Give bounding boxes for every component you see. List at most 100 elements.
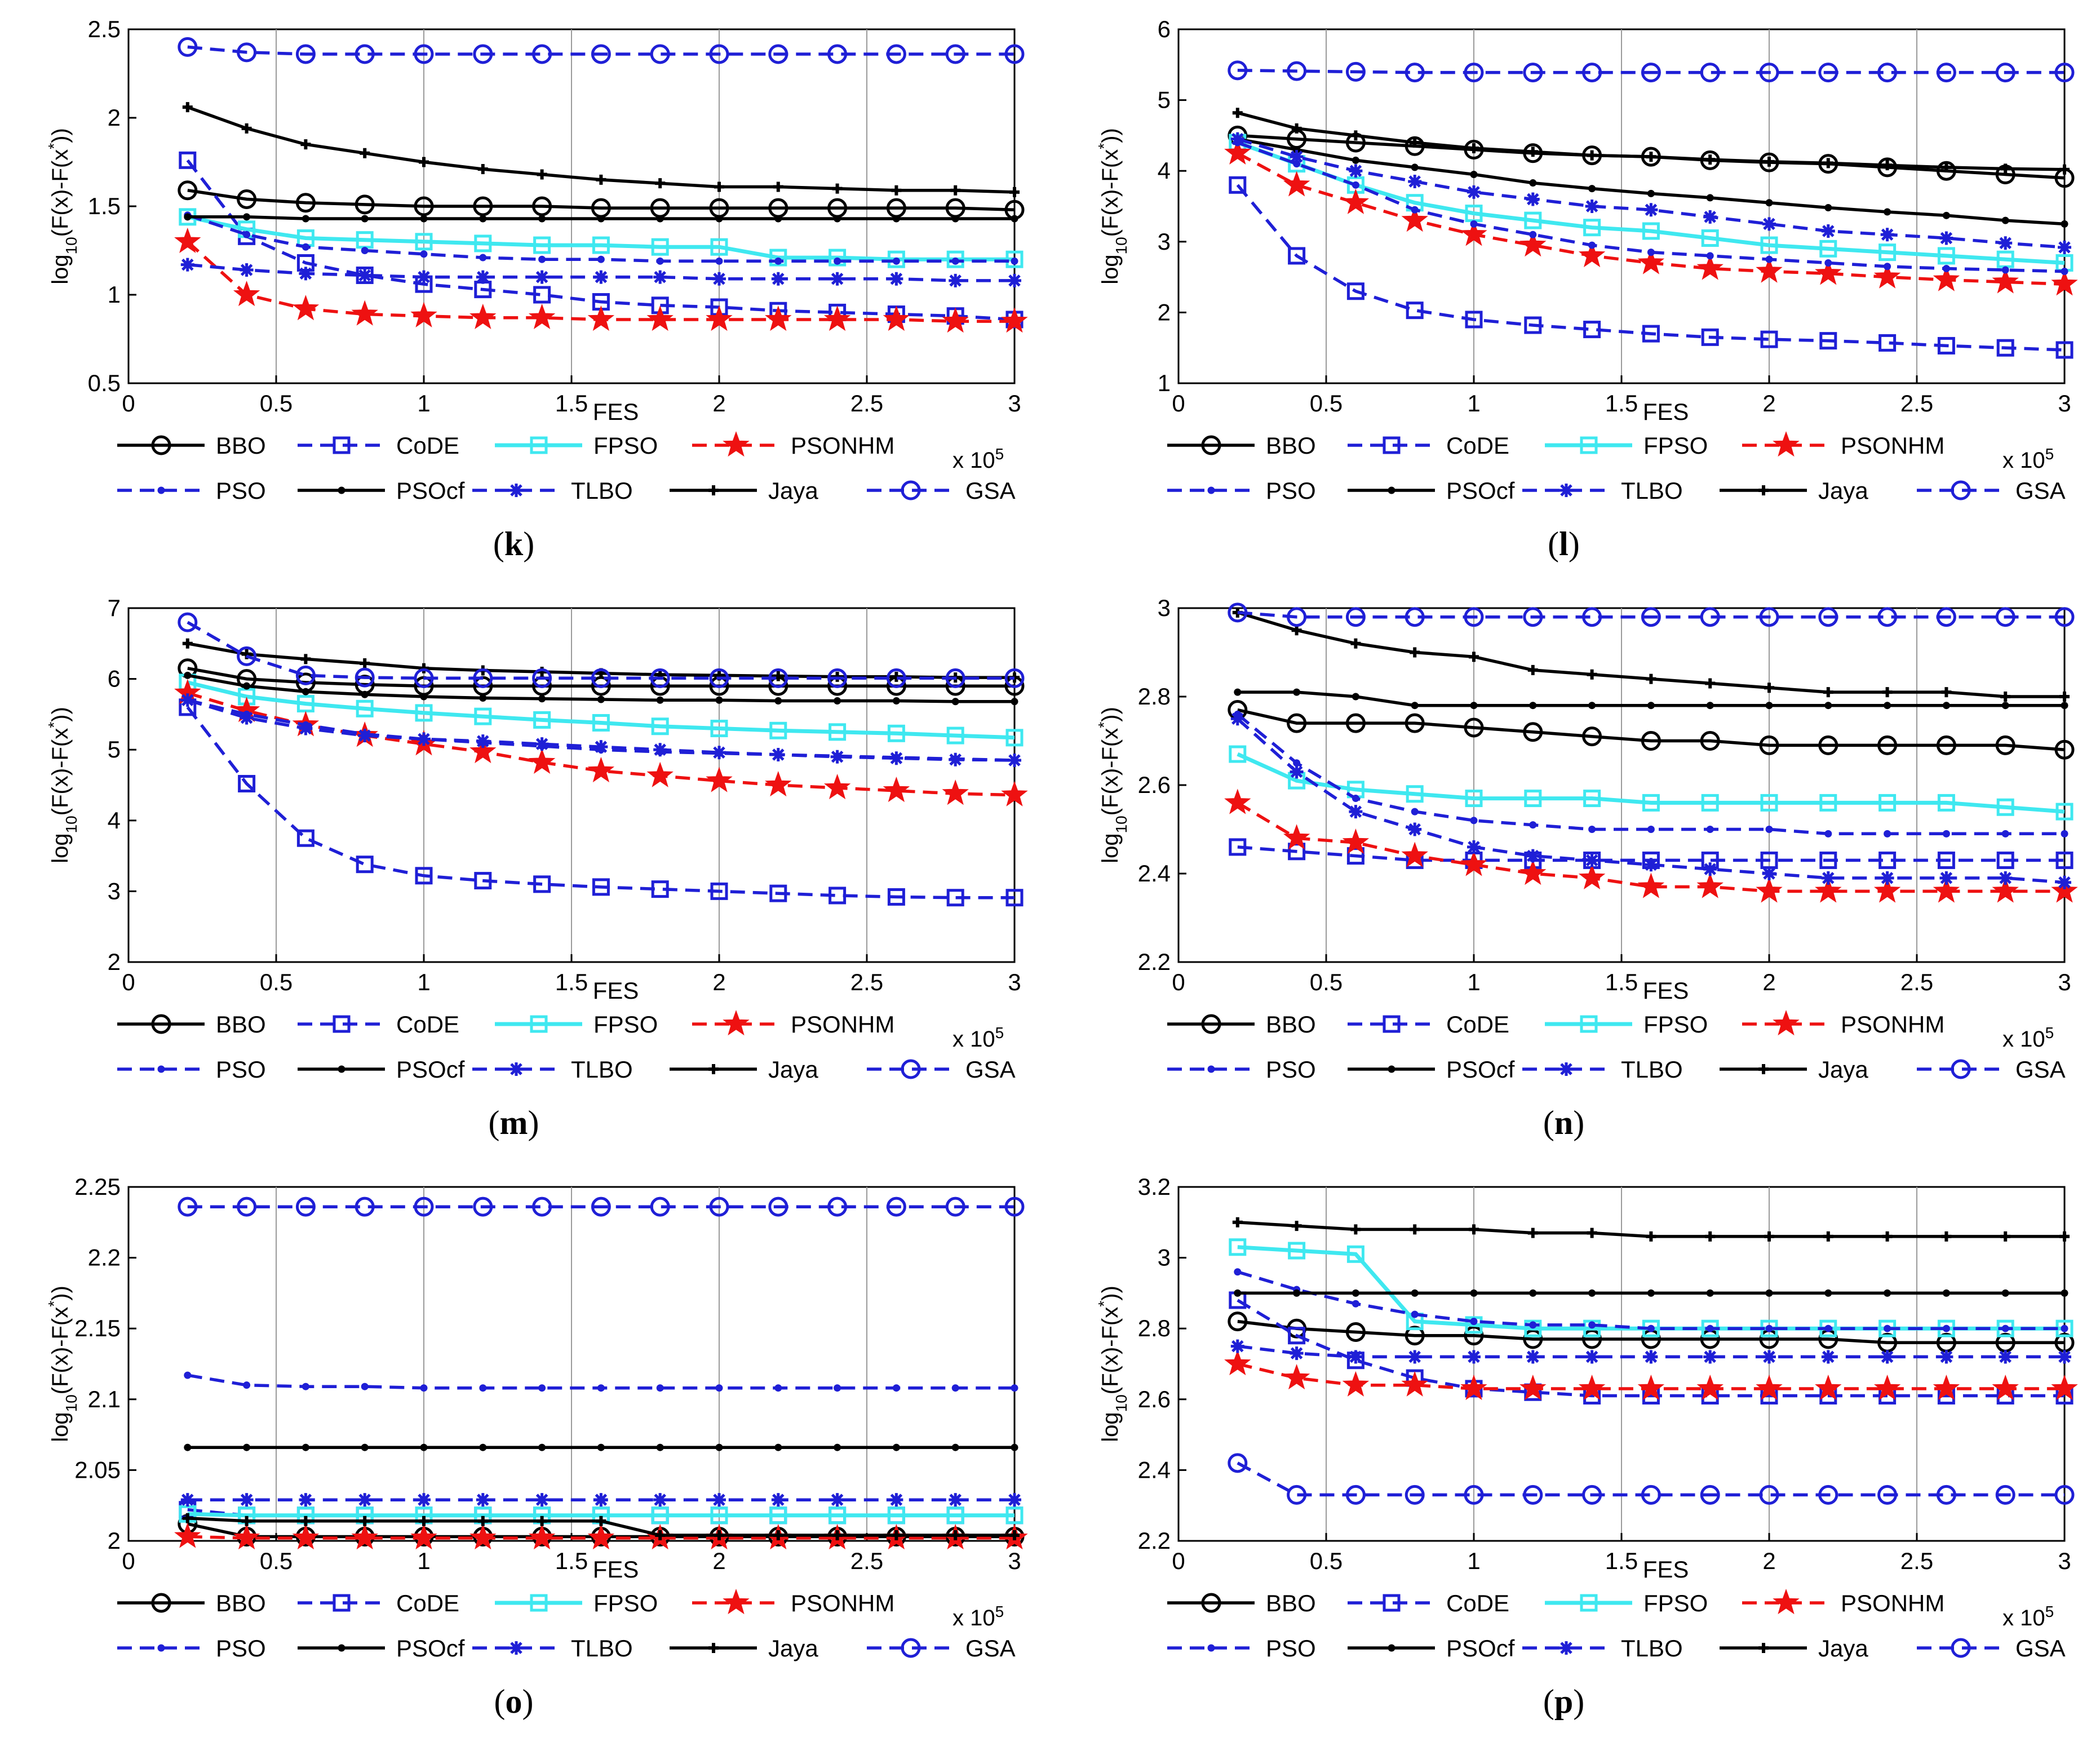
point-gsa bbox=[591, 1197, 611, 1217]
point-pso bbox=[1470, 220, 1478, 228]
point-psocf bbox=[302, 1443, 309, 1451]
point-psocf bbox=[951, 698, 959, 706]
point-gsa bbox=[1936, 607, 1956, 627]
point-psonhm bbox=[942, 307, 969, 333]
legend-item-jaya: Jaya bbox=[670, 1056, 818, 1083]
point-gsa bbox=[1759, 607, 1779, 627]
point-code bbox=[1996, 339, 2014, 357]
legend-label: BBO bbox=[1266, 432, 1316, 459]
point-tlbo bbox=[1349, 164, 1363, 178]
x-tick-label: 3 bbox=[1008, 1548, 1021, 1574]
point-pso bbox=[892, 1384, 900, 1392]
point-psocf bbox=[2061, 1289, 2068, 1297]
point-jaya bbox=[1882, 160, 1893, 171]
point-tlbo bbox=[712, 1493, 726, 1507]
y-tick-label: 3.2 bbox=[1138, 1173, 1171, 1200]
y-tick-label: 2.4 bbox=[1138, 1456, 1171, 1483]
point-fpso bbox=[1583, 219, 1601, 237]
legend-marker-fpso bbox=[530, 1015, 548, 1033]
point-gsa bbox=[1228, 60, 1248, 81]
legend-marker-gsa bbox=[1951, 480, 1971, 500]
y-tick-label: 2.5 bbox=[88, 16, 121, 42]
point-tlbo bbox=[1349, 1350, 1363, 1364]
point-tlbo bbox=[1008, 754, 1021, 768]
legend-label: GSA bbox=[965, 1056, 1016, 1083]
point-tlbo bbox=[1644, 1350, 1658, 1364]
point-psonhm bbox=[883, 305, 910, 331]
point-psocf bbox=[834, 1443, 841, 1451]
series-pso bbox=[184, 1371, 1018, 1392]
point-psonhm bbox=[587, 1524, 615, 1550]
point-psocf bbox=[479, 694, 487, 702]
point-tlbo bbox=[476, 734, 490, 748]
legend-item-tlbo: TLBO bbox=[472, 477, 633, 504]
x-axis-label: FES bbox=[593, 977, 639, 1004]
point-gsa bbox=[532, 1197, 552, 1217]
point-code bbox=[651, 880, 669, 898]
point-psonhm bbox=[1342, 828, 1370, 854]
x-scale-note: x 105 bbox=[952, 1024, 1004, 1052]
y-tick-label: 3 bbox=[1158, 1244, 1171, 1271]
legend-marker-psonhm bbox=[723, 431, 750, 457]
point-psocf bbox=[184, 1443, 192, 1451]
point-bbo bbox=[532, 196, 552, 216]
point-jaya bbox=[1410, 137, 1420, 148]
point-tlbo bbox=[1703, 862, 1717, 876]
series-code bbox=[179, 698, 1024, 907]
legend-marker-tlbo bbox=[1560, 1062, 1573, 1076]
point-code bbox=[1819, 851, 1837, 869]
point-fpso bbox=[829, 1506, 847, 1525]
series-tlbo bbox=[180, 1493, 1021, 1507]
y-tick-label: 2.1 bbox=[88, 1386, 121, 1412]
y-tick-label: 1.5 bbox=[88, 193, 121, 219]
x-tick-label: 1.5 bbox=[555, 1548, 588, 1574]
point-gsa bbox=[1936, 63, 1956, 83]
point-jaya bbox=[596, 1516, 606, 1526]
series-line-code bbox=[186, 159, 1015, 321]
legend-marker-tlbo bbox=[510, 1641, 523, 1655]
legend-marker-jaya bbox=[708, 1643, 719, 1653]
point-gsa bbox=[1287, 607, 1307, 627]
panel-o: 0 0.5 1 1.5 2 2.5 3 2 2.05 2.1 2.15 2.2 2.25 FES log10… bbox=[45, 1173, 1028, 1720]
legend-item-tlbo: TLBO bbox=[1522, 1635, 1683, 1661]
point-gsa bbox=[1287, 1485, 1307, 1505]
point-pso bbox=[1765, 826, 1773, 833]
point-psonhm bbox=[469, 738, 497, 764]
point-psonhm bbox=[1283, 1364, 1310, 1390]
series-pso bbox=[184, 211, 1018, 265]
point-pso bbox=[1588, 1321, 1596, 1329]
point-psonhm bbox=[1696, 254, 1724, 280]
point-tlbo bbox=[712, 272, 726, 286]
point-gsa bbox=[1405, 63, 1425, 83]
point-pso bbox=[715, 257, 723, 265]
point-psonhm bbox=[1933, 877, 1960, 903]
point-bbo bbox=[1877, 735, 1898, 755]
point-psonhm bbox=[1992, 268, 2019, 294]
point-pso bbox=[597, 255, 605, 263]
series-gsa bbox=[178, 612, 1025, 688]
legend: BBO CoDE FPSO PSONHM PSO PSOcf TLBO Jaya GSA bbox=[117, 1010, 1016, 1083]
point-gsa bbox=[1818, 63, 1838, 83]
point-pso bbox=[1942, 830, 1950, 838]
point-fpso bbox=[769, 721, 787, 739]
point-gsa bbox=[1523, 63, 1543, 83]
legend-marker-jaya bbox=[708, 485, 719, 495]
point-tlbo bbox=[771, 747, 785, 761]
x-tick-label: 3 bbox=[2058, 969, 2071, 995]
point-psonhm bbox=[646, 305, 674, 331]
legend-label: BBO bbox=[216, 432, 266, 459]
point-psonhm bbox=[587, 305, 615, 331]
point-tlbo bbox=[1408, 1350, 1422, 1364]
point-psonhm bbox=[1578, 863, 1606, 889]
series-code bbox=[179, 151, 1024, 329]
point-pso bbox=[1884, 263, 1891, 271]
point-psonhm bbox=[1519, 859, 1547, 885]
point-code bbox=[1229, 176, 1247, 194]
point-psocf bbox=[538, 1443, 546, 1451]
point-pso bbox=[2061, 830, 2068, 838]
x-tick-label: 2.5 bbox=[850, 390, 883, 416]
point-fpso bbox=[1229, 745, 1247, 763]
point-psocf bbox=[538, 215, 546, 223]
point-gsa bbox=[1641, 63, 1661, 83]
series-psonhm bbox=[1224, 1350, 2078, 1401]
